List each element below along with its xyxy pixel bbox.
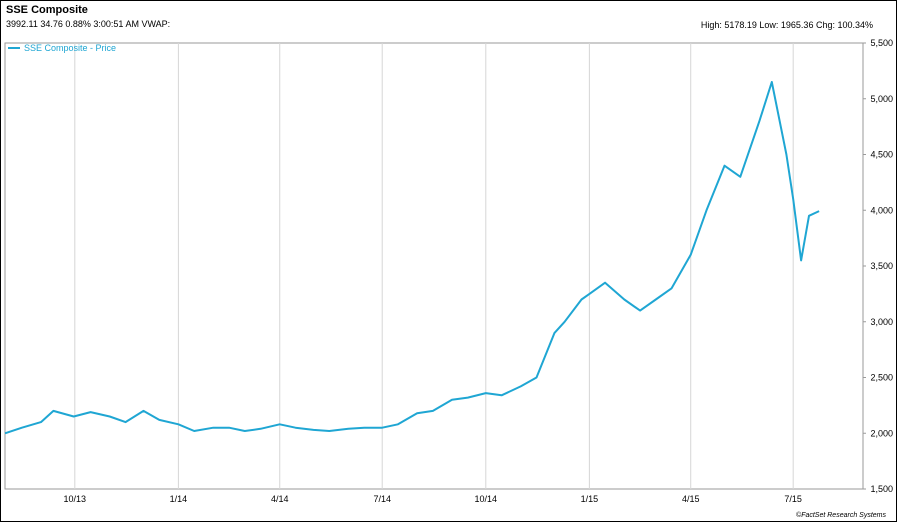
x-tick-label: 7/14 bbox=[373, 494, 391, 504]
y-tick-label: 2,000 bbox=[870, 428, 893, 438]
y-tick-label: 3,000 bbox=[870, 317, 893, 327]
y-tick-label: 3,500 bbox=[870, 261, 893, 271]
y-tick-label: 1,500 bbox=[870, 484, 893, 494]
chart-title: SSE Composite bbox=[6, 4, 88, 16]
x-tick-label: 7/15 bbox=[784, 494, 802, 504]
y-tick-label: 5,500 bbox=[870, 38, 893, 48]
price-series-line bbox=[4, 81, 820, 435]
y-tick-label: 4,500 bbox=[870, 150, 893, 160]
x-tick-label: 1/15 bbox=[581, 494, 599, 504]
legend-label: SSE Composite - Price bbox=[24, 43, 116, 53]
x-tick-label: 10/14 bbox=[475, 494, 498, 504]
y-tick-label: 2,500 bbox=[870, 373, 893, 383]
x-tick-label: 1/14 bbox=[170, 494, 188, 504]
y-tick-label: 4,000 bbox=[870, 205, 893, 215]
quote-line: 3992.11 34.76 0.88% 3:00:51 AM VWAP: bbox=[6, 19, 171, 29]
y-tick-label: 5,000 bbox=[870, 94, 893, 104]
x-tick-label: 10/13 bbox=[64, 494, 87, 504]
x-tick-label: 4/14 bbox=[271, 494, 289, 504]
stats-line: High: 5178.19 Low: 1965.36 Chg: 100.34% bbox=[700, 20, 873, 30]
x-tick-label: 4/15 bbox=[682, 494, 700, 504]
plot-area bbox=[4, 42, 864, 490]
copyright-footer: ©FactSet Research Systems bbox=[796, 512, 886, 519]
